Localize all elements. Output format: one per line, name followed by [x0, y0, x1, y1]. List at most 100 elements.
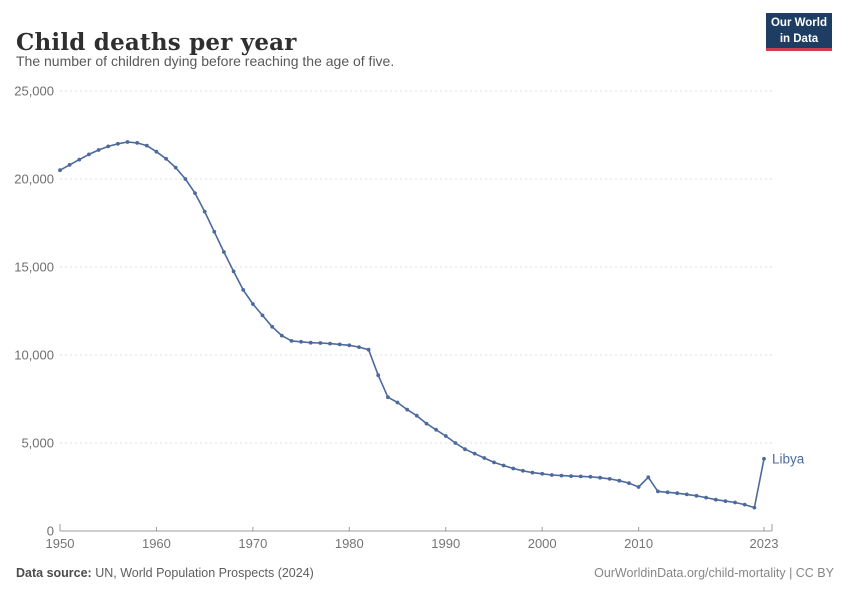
data-point[interactable]	[704, 495, 708, 500]
data-point[interactable]	[96, 148, 101, 152]
page-title: Child deaths per year	[16, 29, 297, 57]
data-point[interactable]	[183, 177, 188, 181]
data-point[interactable]	[251, 302, 255, 306]
data-point[interactable]	[627, 481, 631, 485]
data-point[interactable]	[289, 339, 294, 343]
line-series-libya[interactable]	[59, 141, 765, 509]
data-point[interactable]	[588, 474, 593, 479]
x-axis-tick-label: 1960	[142, 536, 171, 551]
data-point[interactable]	[598, 475, 602, 480]
data-point[interactable]	[733, 500, 737, 505]
data-point[interactable]	[164, 156, 169, 161]
data-point[interactable]	[665, 490, 670, 495]
data-point[interactable]	[434, 427, 438, 432]
data-point[interactable]	[308, 340, 313, 345]
data-point[interactable]	[135, 141, 140, 145]
data-point[interactable]	[453, 441, 458, 445]
data-point[interactable]	[492, 460, 496, 465]
x-axis-tick-label: 1980	[335, 536, 364, 551]
data-point[interactable]	[125, 140, 130, 144]
data-point[interactable]	[77, 157, 82, 162]
data-point[interactable]	[116, 141, 120, 146]
data-point[interactable]	[144, 143, 149, 148]
data-point[interactable]	[222, 250, 226, 254]
data-point[interactable]	[501, 463, 506, 468]
data-point[interactable]	[318, 341, 323, 345]
data-point[interactable]	[742, 502, 747, 507]
data-point[interactable]	[414, 413, 419, 418]
data-point[interactable]	[762, 456, 766, 461]
owid-logo-line2: in Data	[779, 32, 819, 45]
y-axis-tick-label: 15,000	[14, 260, 54, 275]
data-point[interactable]	[578, 474, 583, 479]
data-point[interactable]	[67, 163, 72, 167]
data-point[interactable]	[58, 168, 62, 173]
data-point[interactable]	[366, 347, 371, 352]
data-point[interactable]	[279, 333, 284, 338]
y-axis-tick-label: 25,000	[14, 84, 54, 99]
data-point[interactable]	[684, 492, 689, 497]
data-point[interactable]	[482, 456, 487, 460]
y-axis-tick-label: 5,000	[21, 436, 54, 451]
data-point[interactable]	[154, 149, 159, 154]
data-point[interactable]	[617, 478, 622, 483]
chart-canvas[interactable]: 0 5,000 10,000 15,000 20,000 25,000 1950 1960 19…	[0, 0, 850, 560]
owid-logo[interactable]: Our World in Data	[766, 13, 832, 51]
y-axis-tick-label: 0	[47, 524, 54, 539]
data-point[interactable]	[231, 269, 236, 274]
data-point[interactable]	[376, 373, 381, 378]
data-point[interactable]	[713, 497, 718, 502]
data-point[interactable]	[521, 468, 525, 473]
data-point[interactable]	[540, 471, 545, 476]
data-point[interactable]	[424, 421, 429, 426]
data-point[interactable]	[337, 342, 342, 347]
data-point[interactable]	[723, 499, 728, 503]
data-point[interactable]	[212, 229, 217, 234]
x-axis-tick-label: 2010	[624, 536, 653, 551]
data-point[interactable]	[675, 491, 680, 496]
data-point[interactable]	[636, 485, 641, 489]
data-point[interactable]	[173, 165, 178, 170]
entity-label-libya[interactable]: Libya	[772, 451, 805, 466]
data-point[interactable]	[328, 341, 332, 346]
data-point[interactable]	[530, 470, 535, 475]
data-point[interactable]	[395, 400, 400, 405]
data-point[interactable]	[549, 473, 554, 477]
x-axis-tick-label: 1990	[431, 536, 460, 551]
data-point[interactable]	[270, 324, 275, 329]
data-source-value: UN, World Population Prospects (2024)	[91, 566, 314, 580]
y-axis-tick-label: 10,000	[14, 348, 54, 363]
data-point[interactable]	[656, 489, 660, 494]
x-axis-tick-label: 2023	[750, 536, 779, 551]
data-point[interactable]	[87, 152, 91, 157]
data-point[interactable]	[607, 477, 612, 481]
data-point[interactable]	[357, 345, 361, 349]
data-point[interactable]	[569, 474, 573, 478]
x-axis-tick-label: 1950	[46, 536, 75, 551]
data-point[interactable]	[241, 288, 246, 292]
data-point[interactable]	[443, 434, 448, 438]
chart-subtitle: The number of children dying before reac…	[16, 53, 395, 69]
x-axis-tick-label: 2000	[528, 536, 557, 551]
credit-link[interactable]: OurWorldinData.org/child-mortality | CC …	[594, 566, 834, 580]
data-source-label: Data source:	[16, 566, 92, 580]
owid-logo-line1: Our World	[770, 17, 827, 29]
data-point[interactable]	[106, 144, 111, 149]
data-point[interactable]	[193, 191, 197, 196]
data-point[interactable]	[405, 407, 410, 412]
data-point[interactable]	[694, 493, 699, 498]
data-point[interactable]	[752, 505, 757, 510]
data-point[interactable]	[386, 395, 390, 400]
data-point[interactable]	[463, 447, 467, 452]
data-source-note: Data source: UN, World Population Prospe…	[16, 566, 314, 580]
data-point[interactable]	[646, 475, 651, 480]
data-point[interactable]	[260, 313, 265, 318]
data-point[interactable]	[347, 343, 352, 348]
data-point[interactable]	[299, 339, 303, 344]
data-point[interactable]	[559, 473, 564, 478]
data-point[interactable]	[202, 209, 207, 214]
data-point[interactable]	[511, 466, 516, 471]
data-point[interactable]	[472, 451, 477, 456]
y-axis-tick-label: 20,000	[14, 172, 54, 187]
